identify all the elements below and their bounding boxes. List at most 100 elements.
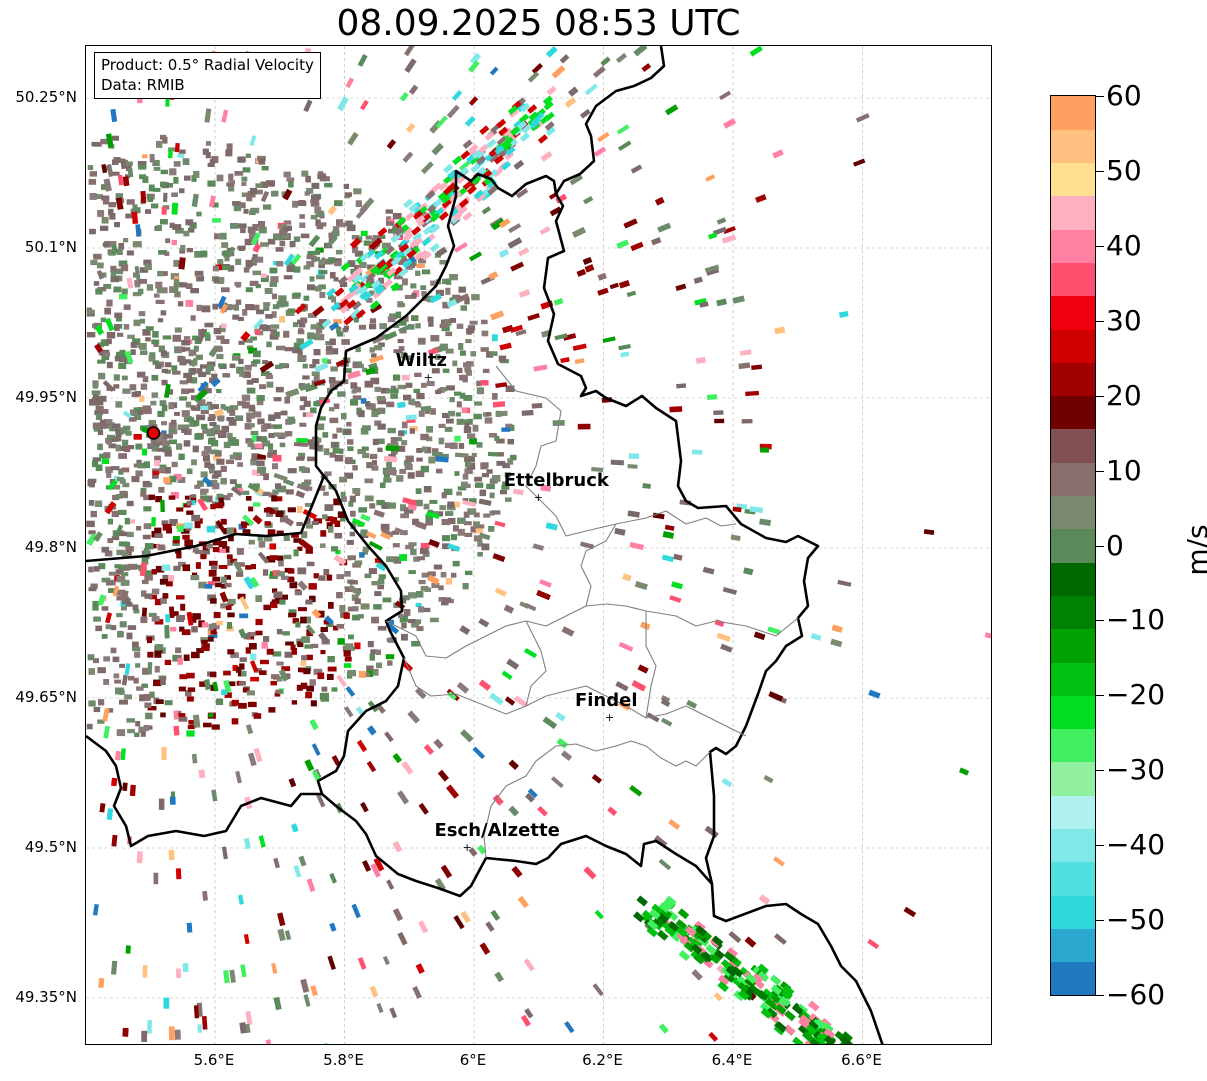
velocity-gate (498, 126, 509, 137)
velocity-gate (543, 100, 554, 111)
velocity-gate (141, 1030, 148, 1042)
colorbar-swatch (1051, 96, 1095, 130)
velocity-gate (140, 383, 148, 390)
velocity-gate (572, 343, 587, 351)
velocity-gate (571, 226, 587, 238)
velocity-gate (110, 265, 117, 273)
colorbar-swatch (1051, 229, 1095, 263)
velocity-gate (154, 533, 163, 538)
velocity-gate (669, 595, 682, 603)
velocity-gate (486, 138, 497, 149)
velocity-gate (481, 186, 493, 197)
velocity-gate (263, 508, 273, 513)
velocity-gate (360, 603, 370, 610)
velocity-gate (384, 468, 398, 476)
velocity-gate (614, 527, 626, 536)
velocity-gate (283, 330, 290, 338)
velocity-gate (301, 482, 310, 489)
velocity-gate (208, 713, 214, 718)
velocity-gate (169, 286, 176, 293)
velocity-gate (327, 656, 335, 663)
velocity-gate (241, 670, 247, 677)
velocity-gate (129, 784, 136, 797)
velocity-gate (165, 613, 171, 623)
velocity-gate (157, 270, 164, 277)
velocity-gate (719, 90, 732, 101)
velocity-gate (390, 385, 397, 391)
velocity-gate (706, 394, 718, 400)
velocity-gate (105, 612, 113, 624)
velocity-gate (124, 517, 130, 525)
velocity-gate (234, 281, 242, 286)
velocity-gate (343, 325, 349, 331)
velocity-gate (361, 446, 369, 451)
velocity-gate (145, 209, 152, 214)
velocity-gate (362, 367, 368, 373)
velocity-gate (196, 211, 202, 217)
velocity-gate (802, 1030, 814, 1042)
velocity-gate (481, 319, 488, 325)
canton-boundary (645, 611, 657, 719)
velocity-gate (120, 158, 127, 170)
velocity-gate (293, 342, 302, 349)
velocity-gate (256, 395, 265, 401)
velocity-gate (89, 193, 97, 200)
canton-boundary (403, 657, 747, 737)
velocity-gate (350, 459, 356, 465)
map-panel[interactable] (85, 45, 992, 1045)
velocity-gate (699, 301, 709, 308)
velocity-gate (663, 898, 675, 910)
velocity-gate (449, 318, 456, 323)
velocity-gate (307, 456, 315, 462)
velocity-gate (211, 789, 218, 802)
velocity-gate (320, 627, 328, 632)
colorbar-tick (1096, 470, 1104, 472)
velocity-gate (190, 315, 196, 321)
velocity-gate (208, 463, 215, 470)
velocity-gate (318, 416, 326, 421)
velocity-gate (318, 284, 326, 290)
velocity-gate (518, 247, 530, 257)
velocity-gate (357, 449, 366, 455)
velocity-gate (392, 840, 403, 853)
velocity-gate (450, 534, 458, 541)
velocity-gate (370, 863, 381, 878)
velocity-gate (284, 554, 292, 560)
velocity-gate (337, 638, 345, 645)
velocity-gate (326, 235, 338, 248)
velocity-gate (554, 333, 568, 341)
velocity-gate (329, 452, 336, 458)
velocity-gate (592, 983, 604, 997)
velocity-gate (121, 552, 129, 558)
velocity-gate (111, 536, 120, 541)
velocity-gate (502, 462, 510, 469)
radar-site-marker[interactable] (146, 426, 161, 440)
velocity-gate (302, 375, 310, 380)
velocity-gate (223, 250, 231, 258)
velocity-gate (245, 647, 251, 654)
velocity-gate (220, 603, 229, 609)
velocity-gate (126, 161, 133, 166)
radar-map-canvas[interactable] (86, 46, 992, 1045)
velocity-gate (317, 171, 324, 176)
velocity-gate (360, 230, 368, 237)
velocity-gate (325, 349, 333, 355)
velocity-gate (467, 433, 476, 439)
velocity-gate (369, 503, 376, 509)
velocity-gate (151, 392, 159, 398)
velocity-gate (151, 203, 159, 209)
velocity-gate (246, 379, 254, 385)
velocity-gate (760, 447, 770, 453)
velocity-gate (280, 594, 288, 600)
velocity-gate (669, 406, 683, 413)
velocity-gate (180, 244, 186, 251)
velocity-gate (757, 989, 769, 1001)
velocity-gate (352, 465, 358, 471)
velocity-gate (302, 363, 308, 369)
velocity-gate (376, 395, 386, 401)
velocity-gate (533, 364, 548, 372)
velocity-gate (751, 972, 764, 984)
velocity-gate (401, 622, 407, 629)
velocity-gate (439, 259, 448, 265)
velocity-gate (303, 265, 311, 270)
